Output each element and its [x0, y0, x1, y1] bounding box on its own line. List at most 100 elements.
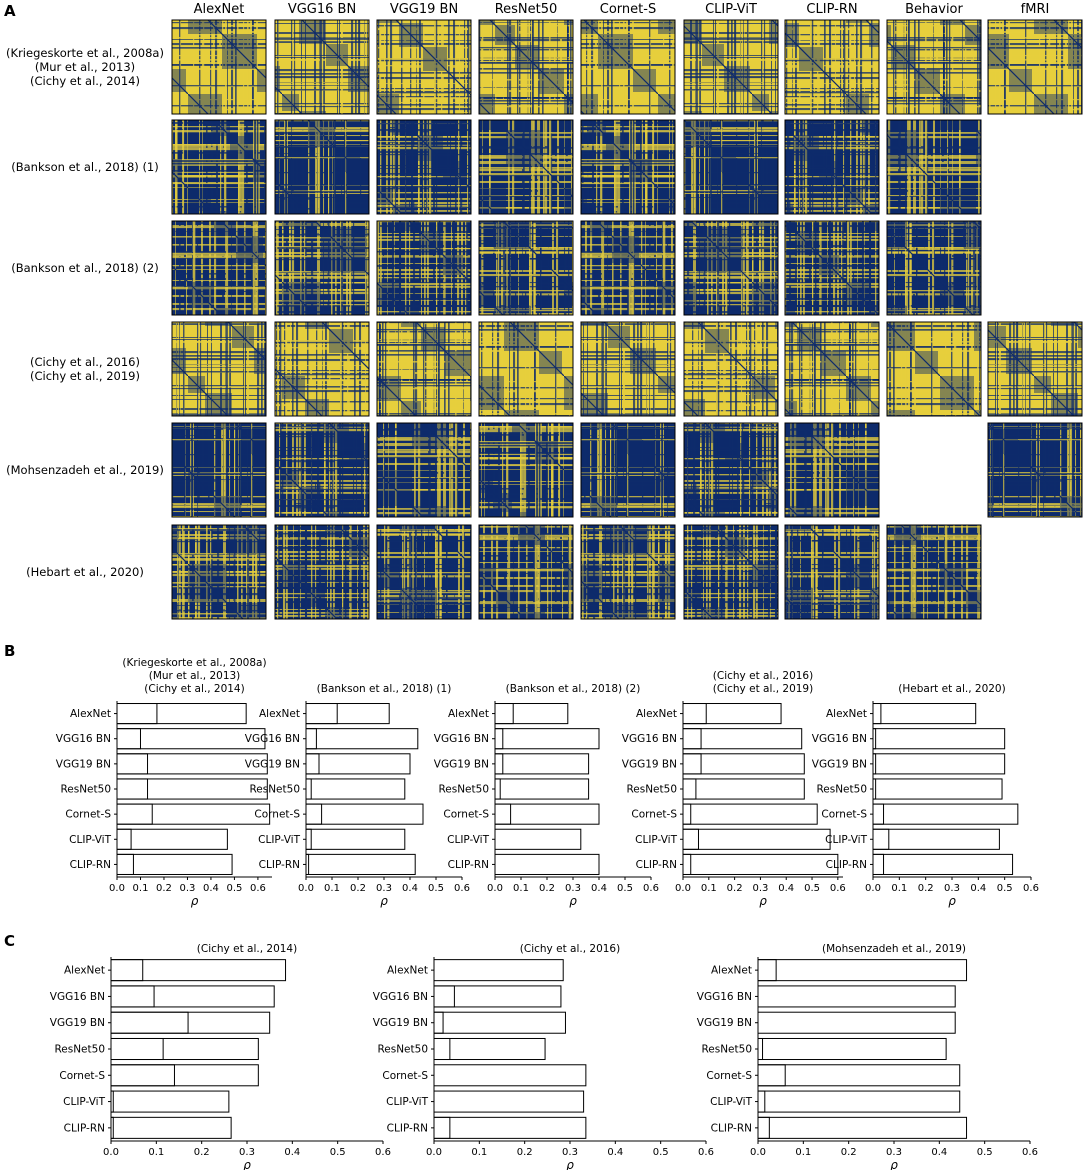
y-tick-label: VGG16 BN — [245, 733, 300, 745]
row-label: (Cichy et al., 2014) — [30, 74, 140, 88]
x-tick-label: 0.4 — [970, 883, 986, 894]
y-tick-label: Cornet-S — [65, 809, 111, 821]
bar — [682, 853, 839, 875]
bar — [757, 1090, 961, 1113]
bar-chart: (Bankson et al., 2018) (2) AlexNet VGG16 B… — [434, 683, 659, 908]
x-tick-label: 0.0 — [487, 883, 503, 894]
y-tick-label: CLIP-ViT — [635, 834, 677, 846]
x-axis-label: ρ — [948, 894, 956, 908]
row-label: (Hebart et al., 2020) — [26, 565, 144, 579]
x-tick-label: 0.4 — [203, 883, 219, 894]
x-tick-label: 0.6 — [830, 883, 846, 894]
x-tick-label: 0.0 — [109, 883, 125, 894]
rdm-heatmap — [784, 19, 880, 115]
x-tick-label: 0.2 — [539, 883, 555, 894]
y-tick-label: VGG19 BN — [434, 758, 489, 770]
y-tick-label: VGG16 BN — [697, 991, 752, 1003]
row-label: (Kriegeskorte et al., 2008a) — [6, 46, 164, 60]
bar — [110, 1037, 259, 1061]
bar — [494, 703, 569, 725]
bar — [110, 959, 287, 982]
y-tick-label: AlexNet — [826, 708, 867, 720]
col-header-vgg16-bn: VGG16 BN — [288, 2, 356, 17]
rdm-heatmap — [478, 321, 574, 417]
y-tick-label: Cornet-S — [631, 809, 677, 821]
x-tick-label: 0.0 — [750, 1147, 766, 1158]
x-tick-label: 0.6 — [1023, 883, 1039, 894]
bar — [305, 703, 390, 725]
rdm-heatmap — [580, 119, 676, 215]
chart-title: (Cichy et al., 2016) — [713, 670, 813, 682]
x-tick-label: 0.0 — [103, 1147, 119, 1158]
x-tick-label: 0.1 — [324, 883, 340, 894]
y-tick-label: VGG16 BN — [434, 733, 489, 745]
rdm-heatmap — [580, 220, 676, 316]
x-axis-label: ρ — [380, 894, 388, 908]
rdm-heatmap — [987, 19, 1083, 115]
rdm-heatmap — [886, 119, 982, 215]
rdm-heatmap — [376, 422, 472, 518]
rdm-heatmap — [171, 321, 267, 417]
bar — [872, 853, 1014, 875]
y-tick-label: VGG19 BN — [373, 1017, 428, 1029]
rdm-heatmap — [886, 321, 982, 417]
rdm-heatmap — [580, 524, 676, 620]
y-tick-label: CLIP-RN — [636, 859, 677, 871]
rdm-heatmap — [683, 524, 779, 620]
bar — [757, 985, 956, 1008]
row-label: (Cichy et al., 2019) — [30, 369, 140, 383]
y-tick-label: ResNet50 — [54, 1044, 105, 1056]
bar — [116, 828, 228, 850]
y-tick-label: VGG19 BN — [697, 1017, 752, 1029]
rdm-heatmap — [171, 220, 267, 316]
y-tick-label: AlexNet — [711, 965, 752, 977]
x-tick-label: 0.4 — [284, 1147, 300, 1158]
x-axis-label: ρ — [566, 1158, 574, 1170]
x-tick-label: 0.5 — [653, 1147, 669, 1158]
row-label: (Bankson et al., 2018) (2) — [11, 261, 159, 275]
rdm-heatmap — [376, 220, 472, 316]
x-tick-label: 0.1 — [133, 883, 149, 894]
rdm-heatmap — [580, 321, 676, 417]
x-tick-label: 0.2 — [841, 1147, 857, 1158]
rdm-heatmap — [580, 19, 676, 115]
panel-letter-b: B — [4, 642, 15, 660]
row-label: (Mohsenzadeh et al., 2019) — [6, 463, 164, 477]
bar — [433, 959, 564, 982]
x-tick-label: 0.3 — [944, 883, 960, 894]
x-tick-label: 0.5 — [804, 883, 820, 894]
chart-title: (Kriegeskorte et al., 2008a) — [122, 657, 266, 669]
rdm-heatmap — [171, 422, 267, 518]
bar — [110, 1064, 259, 1087]
x-tick-label: 0.1 — [701, 883, 717, 894]
chart-title: (Hebart et al., 2020) — [898, 683, 1005, 695]
y-tick-label: Cornet-S — [254, 809, 300, 821]
bar — [116, 803, 271, 825]
y-tick-label: CLIP-RN — [70, 859, 111, 871]
y-tick-label: ResNet50 — [626, 784, 677, 796]
y-tick-label: VGG16 BN — [622, 733, 677, 745]
x-tick-label: 0.3 — [180, 883, 196, 894]
bar — [110, 1116, 232, 1139]
rdm-heatmap — [683, 220, 779, 316]
chart-title: (Cichy et al., 2019) — [713, 683, 813, 695]
bar — [682, 778, 805, 800]
rdm-heatmap — [886, 524, 982, 620]
y-tick-label: CLIP-RN — [826, 859, 867, 871]
chart-title: (Mur et al., 2013) — [149, 670, 241, 682]
bar — [494, 728, 600, 750]
y-tick-label: Cornet-S — [706, 1070, 752, 1082]
bar-chart: (Hebart et al., 2020) AlexNet VGG16 BN VGG1… — [812, 683, 1039, 908]
bar — [872, 703, 977, 725]
rdm-heatmap — [784, 119, 880, 215]
y-tick-label: Cornet-S — [443, 809, 489, 821]
rdm-heatmap — [784, 220, 880, 316]
bar — [872, 828, 1000, 850]
bar-chart: (Cichy et al., 2016)(Cichy et al., 2019)… — [622, 670, 846, 908]
y-tick-label: CLIP-RN — [448, 859, 489, 871]
y-tick-label: ResNet50 — [249, 784, 300, 796]
y-tick-label: AlexNet — [259, 708, 300, 720]
rdm-heatmap — [376, 119, 472, 215]
x-tick-label: 0.5 — [977, 1147, 993, 1158]
